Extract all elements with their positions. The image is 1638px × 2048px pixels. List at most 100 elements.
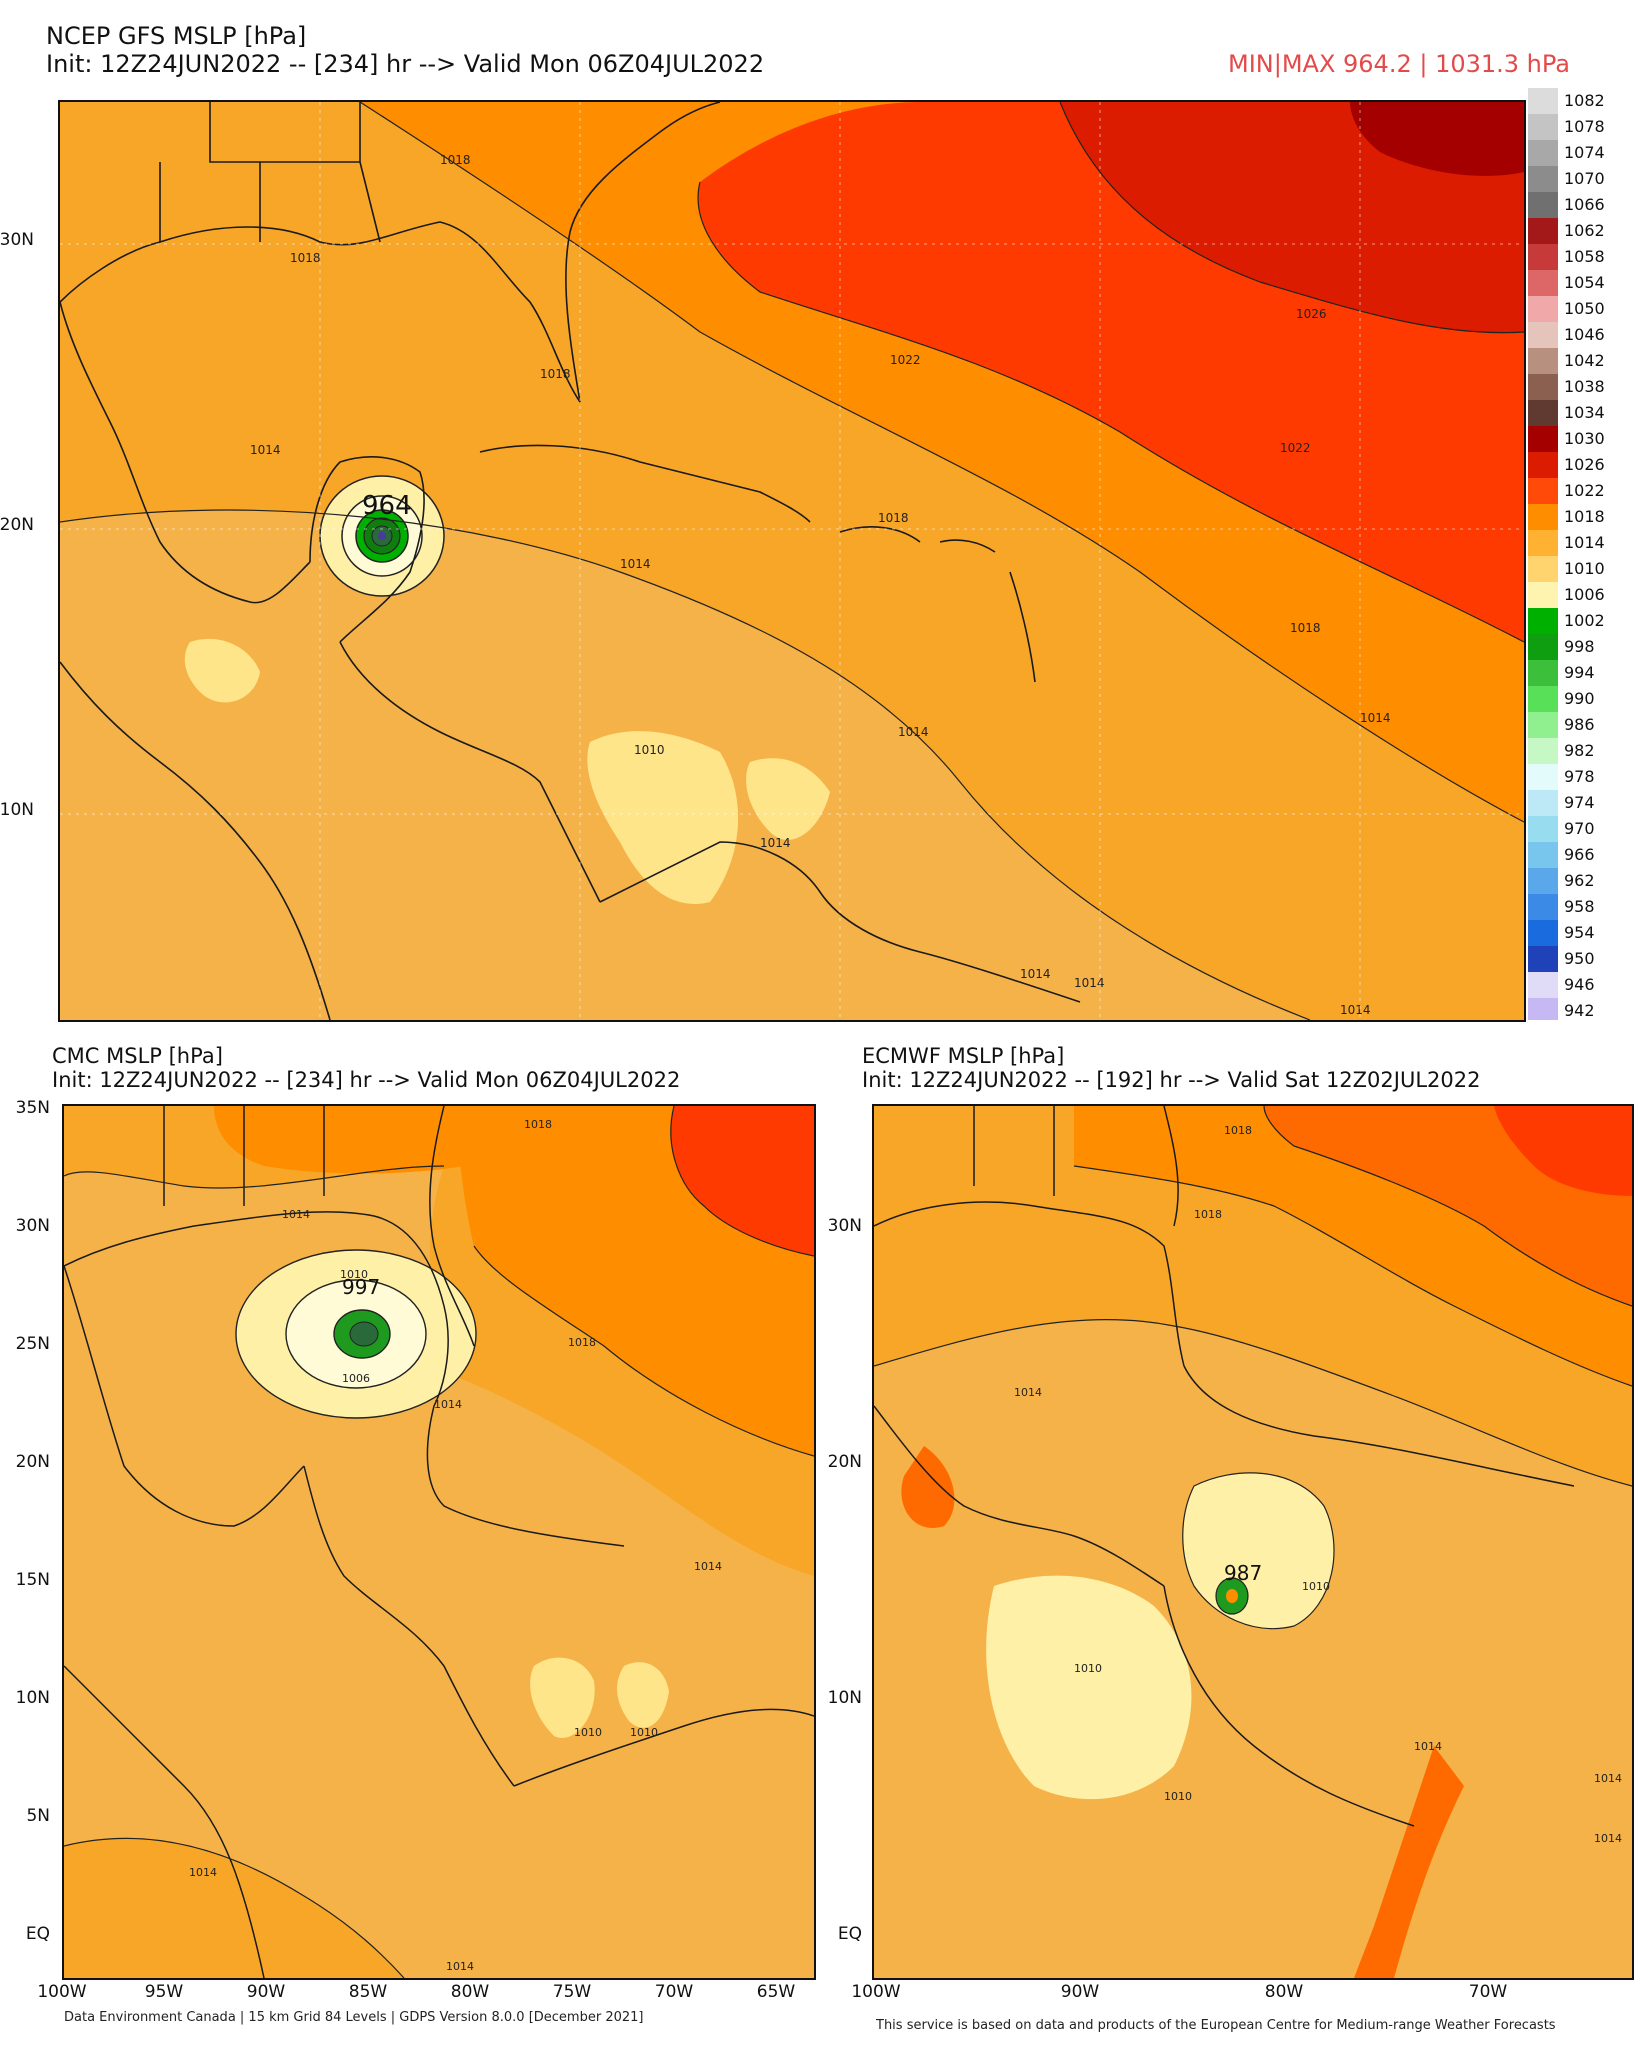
colorbar-level: 1018: [1528, 504, 1638, 530]
colorbar-label: 1046: [1564, 325, 1605, 344]
colorbar-swatch: [1528, 686, 1558, 712]
colorbar-level: 1054: [1528, 270, 1638, 296]
colorbar-label: 970: [1564, 819, 1595, 838]
cmc-center-pressure: 997: [342, 1275, 380, 1299]
colorbar-level: 950: [1528, 946, 1638, 972]
colorbar-swatch: [1528, 166, 1558, 192]
colorbar-level: 1026: [1528, 452, 1638, 478]
colorbar-swatch: [1528, 114, 1558, 140]
colorbar-swatch: [1528, 634, 1558, 660]
colorbar-level: 974: [1528, 790, 1638, 816]
gfs-contour-label: 1018: [1290, 621, 1321, 635]
ecmwf-contour-label: 1014: [1594, 1832, 1622, 1845]
ecmwf-lon-label: 90W: [1060, 1982, 1100, 2002]
cmc-lat-label: 15N: [15, 1570, 50, 1590]
colorbar-level: 1058: [1528, 244, 1638, 270]
gfs-contour-label: 1014: [250, 443, 281, 457]
colorbar-label: 950: [1564, 949, 1595, 968]
ecmwf-contour-label: 1010: [1164, 1790, 1192, 1803]
colorbar-label: 1082: [1564, 91, 1605, 110]
colorbar-swatch: [1528, 582, 1558, 608]
ecmwf-contour-label: 1014: [1014, 1386, 1042, 1399]
cmc-lon-label: 90W: [246, 1982, 286, 2002]
colorbar-swatch: [1528, 816, 1558, 842]
colorbar-swatch: [1528, 140, 1558, 166]
gfs-contour-label: 1014: [1340, 1003, 1371, 1017]
gfs-contour-label: 1022: [1280, 441, 1311, 455]
gfs-title: NCEP GFS MSLP [hPa]: [46, 22, 307, 50]
gfs-contour-label: 1018: [540, 367, 571, 381]
cmc-contour-label: 1014: [434, 1398, 462, 1411]
gfs-contour-label: 1010: [634, 743, 665, 757]
ecmwf-lon-label: 100W: [851, 1982, 901, 2002]
colorbar-level: 1022: [1528, 478, 1638, 504]
cmc-title: CMC MSLP [hPa]: [52, 1044, 223, 1068]
ecmwf-contour-label: 1018: [1194, 1208, 1222, 1221]
colorbar-swatch: [1528, 556, 1558, 582]
colorbar-level: 1078: [1528, 114, 1638, 140]
colorbar-swatch: [1528, 374, 1558, 400]
colorbar-level: 946: [1528, 972, 1638, 998]
cmc-contour-label: 1014: [189, 1866, 217, 1879]
ecmwf-lon-label: 80W: [1264, 1982, 1304, 2002]
colorbar-label: 1042: [1564, 351, 1605, 370]
colorbar-level: 1046: [1528, 322, 1638, 348]
colorbar-swatch: [1528, 478, 1558, 504]
colorbar-level: 978: [1528, 764, 1638, 790]
colorbar-swatch: [1528, 660, 1558, 686]
colorbar-swatch: [1528, 738, 1558, 764]
gfs-contour-label: 1018: [878, 511, 909, 525]
colorbar-swatch: [1528, 790, 1558, 816]
cmc-contour-label: 1014: [694, 1560, 722, 1573]
colorbar-label: 998: [1564, 637, 1595, 656]
colorbar-level: 1014: [1528, 530, 1638, 556]
colorbar-level: 1074: [1528, 140, 1638, 166]
cmc-contour-label: 1006: [342, 1372, 370, 1385]
ecmwf-map: 1018 1018 1014 1010 1010 1010 1014 1014 …: [872, 1104, 1634, 1980]
cmc-lon-label: 95W: [144, 1982, 184, 2002]
colorbar-swatch: [1528, 712, 1558, 738]
colorbar-label: 990: [1564, 689, 1595, 708]
colorbar-label: 1066: [1564, 195, 1605, 214]
cmc-lon-label: 80W: [450, 1982, 490, 2002]
pressure-colorbar: 1082 1078 1074 1070 1066 1062 1058 1054 1050 1046…: [1528, 88, 1638, 1020]
colorbar-level: 982: [1528, 738, 1638, 764]
colorbar-label: 1054: [1564, 273, 1605, 292]
ecmwf-contour-label: 1010: [1074, 1662, 1102, 1675]
cmc-contour-label: 1010: [630, 1726, 658, 1739]
colorbar-level: 1002: [1528, 608, 1638, 634]
colorbar-label: 974: [1564, 793, 1595, 812]
gfs-contour-label: 1014: [620, 557, 651, 571]
gfs-contour-label: 1014: [898, 725, 929, 739]
cmc-lat-label: 35N: [15, 1098, 50, 1118]
cmc-lat-label: 20N: [15, 1452, 50, 1472]
colorbar-swatch: [1528, 322, 1558, 348]
colorbar-swatch: [1528, 426, 1558, 452]
colorbar-level: 986: [1528, 712, 1638, 738]
gfs-init-line: Init: 12Z24JUN2022 -- [234] hr --> Valid…: [46, 50, 765, 78]
colorbar-label: 1026: [1564, 455, 1605, 474]
colorbar-label: 1030: [1564, 429, 1605, 448]
colorbar-level: 1010: [1528, 556, 1638, 582]
cmc-init-line: Init: 12Z24JUN2022 -- [234] hr --> Valid…: [52, 1068, 681, 1092]
cmc-contour-label: 1014: [446, 1960, 474, 1973]
colorbar-label: 946: [1564, 975, 1595, 994]
colorbar-level: 1050: [1528, 296, 1638, 322]
ecmwf-contour-label: 1014: [1414, 1740, 1442, 1753]
cmc-contour-label: 1018: [568, 1336, 596, 1349]
cmc-contour-label: 1010: [340, 1268, 368, 1281]
colorbar-label: 966: [1564, 845, 1595, 864]
colorbar-swatch: [1528, 764, 1558, 790]
gfs-lat-label: 30N: [0, 230, 34, 250]
cmc-lon-label: 70W: [654, 1982, 694, 2002]
gfs-contour-label: 1018: [440, 153, 471, 167]
colorbar-level: 1070: [1528, 166, 1638, 192]
colorbar-level: 966: [1528, 842, 1638, 868]
colorbar-level: 1034: [1528, 400, 1638, 426]
cmc-lon-label: 65W: [756, 1982, 796, 2002]
cmc-lon-label: 100W: [37, 1982, 87, 2002]
colorbar-swatch: [1528, 244, 1558, 270]
colorbar-swatch: [1528, 998, 1558, 1020]
colorbar-level: 962: [1528, 868, 1638, 894]
gfs-contour-label: 1022: [890, 353, 921, 367]
